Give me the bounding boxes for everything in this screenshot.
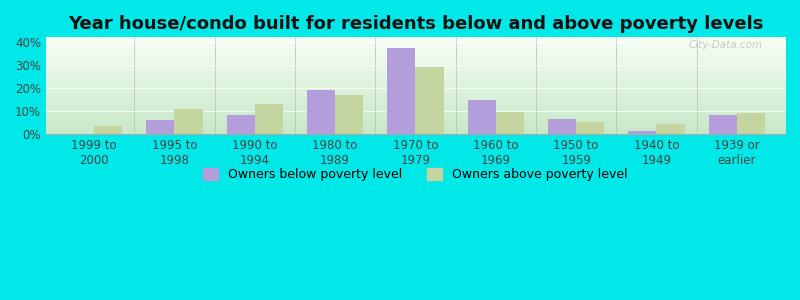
- Bar: [415, 67, 443, 134]
- Bar: [94, 126, 122, 134]
- Bar: [335, 95, 363, 134]
- Title: Year house/condo built for residents below and above poverty levels: Year house/condo built for residents bel…: [68, 15, 763, 33]
- Legend: Owners below poverty level, Owners above poverty level: Owners below poverty level, Owners above…: [203, 168, 628, 181]
- Bar: [737, 113, 765, 134]
- Bar: [174, 109, 202, 134]
- Bar: [709, 115, 737, 134]
- Bar: [496, 112, 524, 134]
- Bar: [226, 115, 254, 134]
- Bar: [628, 131, 657, 134]
- Bar: [387, 48, 415, 134]
- Bar: [468, 100, 496, 134]
- Text: City-Data.com: City-Data.com: [689, 40, 763, 50]
- Bar: [576, 122, 604, 134]
- Bar: [657, 124, 685, 134]
- Bar: [307, 90, 335, 134]
- Bar: [254, 104, 283, 134]
- Bar: [146, 120, 174, 134]
- Bar: [548, 119, 576, 134]
